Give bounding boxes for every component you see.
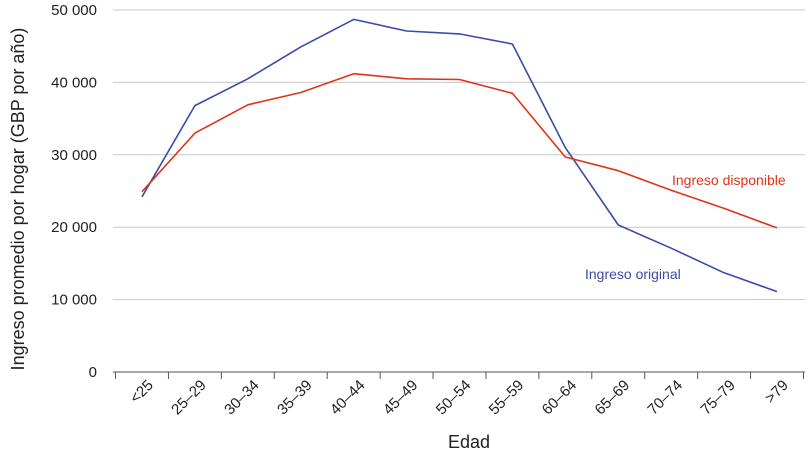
x-tick-label: 65–69	[592, 377, 634, 419]
series-label-ingreso-original: Ingreso original	[585, 266, 681, 282]
x-tick-label: 55–59	[486, 377, 528, 419]
x-tick-label: >79	[762, 377, 792, 407]
x-tick-label: 60–64	[539, 377, 581, 419]
series-line-ingreso-original	[141, 18, 778, 293]
gridlines	[113, 9, 805, 301]
x-tick-label: 70–74	[644, 377, 686, 419]
x-tick-label: 30–34	[221, 377, 263, 419]
x-tick-label: 25–29	[168, 377, 210, 419]
x-tick-label: 50–54	[433, 377, 475, 419]
x-axis-ticks: <25 25–29 30–34 35–39 40–44 45–49 50–54 55–59 60…	[115, 372, 804, 419]
series-label-ingreso-disponible: Ingreso disponible	[672, 172, 786, 188]
x-tick-label: 40–44	[327, 377, 369, 419]
x-tick-label: 35–39	[274, 377, 316, 419]
x-tick-label: <25	[127, 377, 157, 407]
y-axis-ticks: 0 10 000 20 000 30 000 40 000 50 000	[51, 2, 97, 381]
series-line-ingreso-disponible	[141, 72, 778, 229]
x-tick-label: 45–49	[380, 377, 422, 419]
y-tick-label: 10 000	[51, 292, 97, 309]
y-tick-label: 50 000	[51, 2, 97, 19]
x-axis-title: Edad	[448, 432, 490, 452]
y-tick-label: 0	[89, 364, 97, 381]
y-tick-label: 30 000	[51, 147, 97, 164]
y-tick-label: 20 000	[51, 219, 97, 236]
x-tick-label: 75–79	[697, 377, 739, 419]
series-lines	[141, 18, 778, 293]
y-tick-label: 40 000	[51, 74, 97, 91]
y-axis-title: Ingreso promedio por hogar (GBP por año)	[8, 28, 28, 371]
